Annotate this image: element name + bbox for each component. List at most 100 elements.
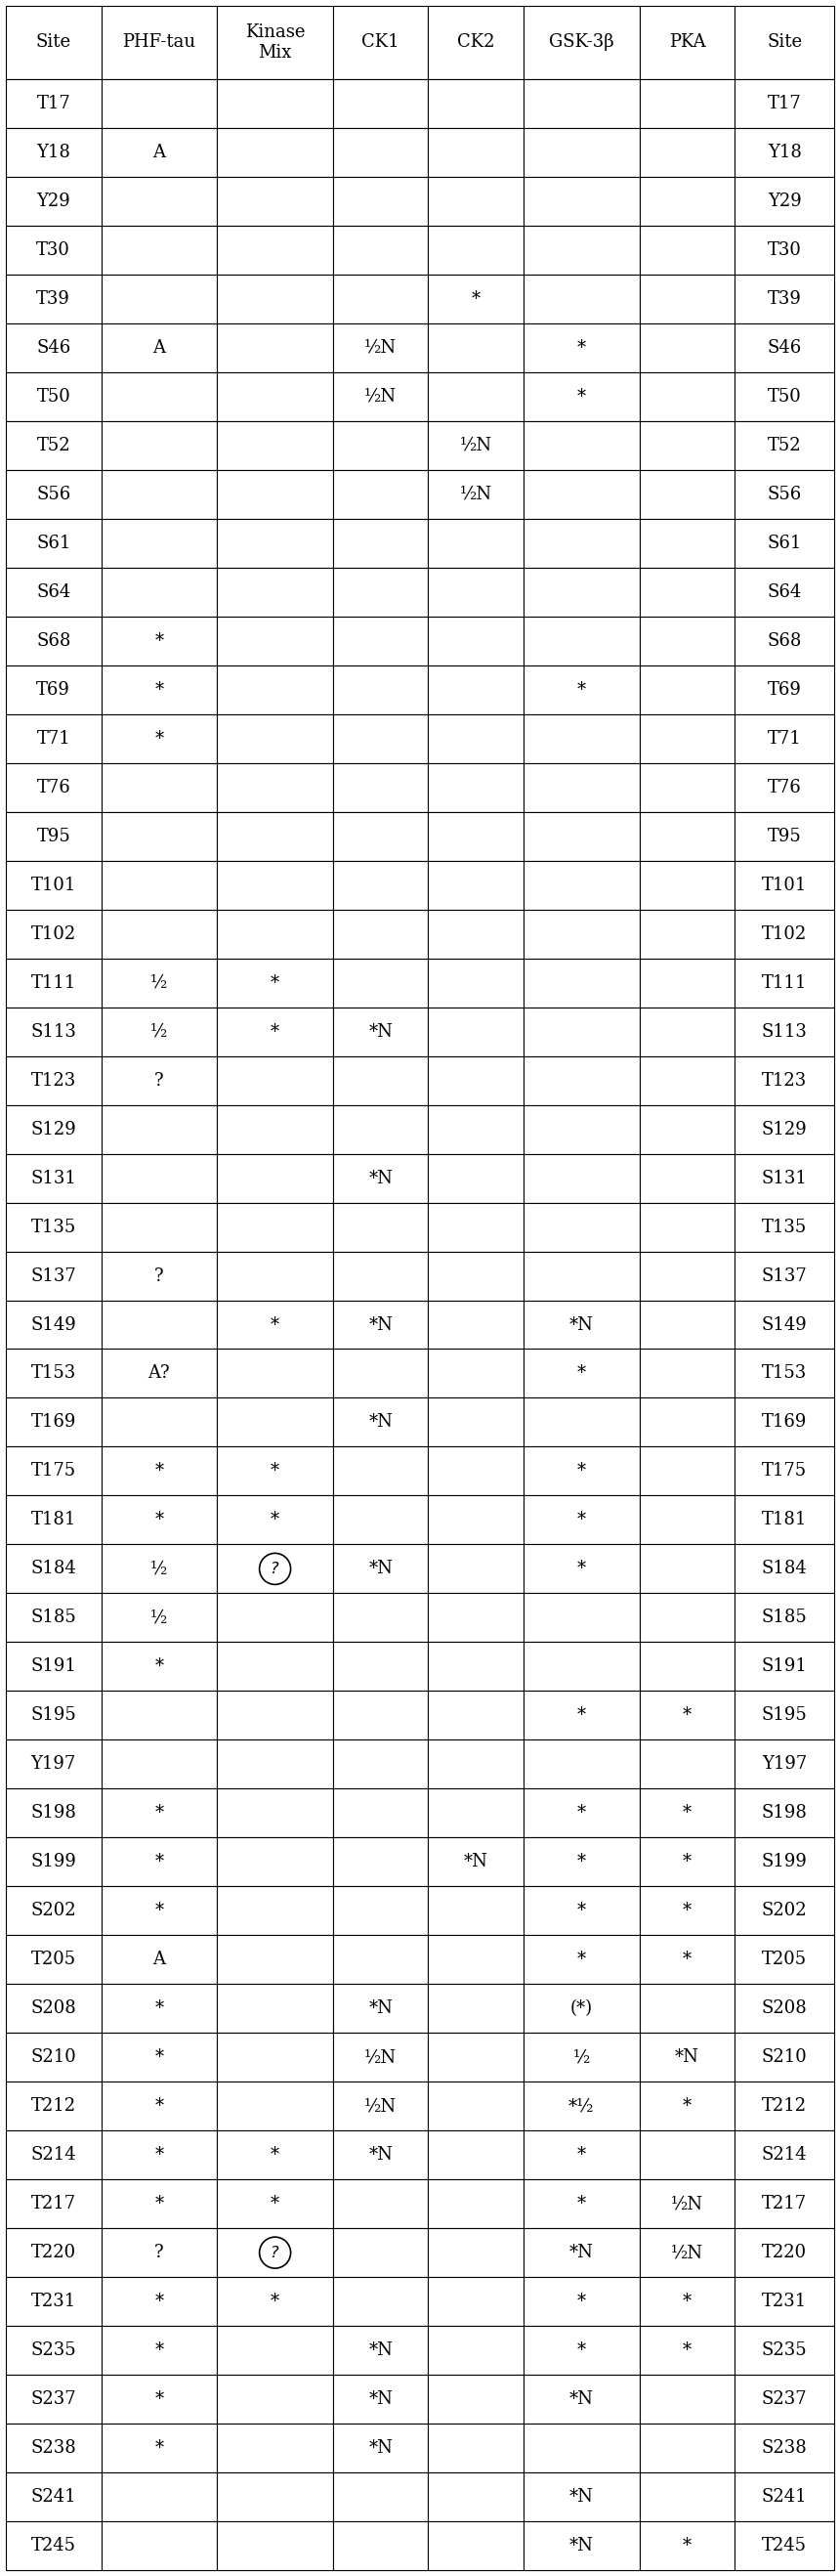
Text: *N: *N xyxy=(570,2391,594,2409)
Text: *: * xyxy=(577,340,586,355)
Text: *: * xyxy=(577,1950,586,1968)
Bar xyxy=(735,1739,834,1788)
Bar xyxy=(523,1984,639,2032)
Text: ½N: ½N xyxy=(365,389,396,404)
Text: *: * xyxy=(270,2195,280,2213)
Bar xyxy=(523,2424,639,2473)
Bar xyxy=(428,1788,523,1837)
Bar xyxy=(217,567,333,616)
Text: *: * xyxy=(155,2048,164,2066)
Bar xyxy=(333,2473,428,2522)
Bar xyxy=(217,325,333,371)
Bar xyxy=(639,325,735,371)
Bar xyxy=(523,325,639,371)
Bar xyxy=(101,129,217,178)
Text: ½N: ½N xyxy=(365,340,396,355)
Bar xyxy=(428,2522,523,2571)
Text: *N: *N xyxy=(570,2488,594,2506)
Text: Site: Site xyxy=(36,33,71,52)
Bar xyxy=(735,1595,834,1641)
Bar xyxy=(735,276,834,325)
Bar xyxy=(333,1154,428,1203)
Text: *: * xyxy=(683,1950,691,1968)
Bar xyxy=(428,1935,523,1984)
Bar xyxy=(735,1105,834,1154)
Text: S131: S131 xyxy=(30,1170,76,1188)
Bar xyxy=(101,1641,217,1690)
Bar xyxy=(217,1739,333,1788)
Bar xyxy=(639,1399,735,1448)
Bar xyxy=(735,2179,834,2228)
Bar xyxy=(523,1105,639,1154)
Text: *: * xyxy=(155,1803,164,1821)
Bar xyxy=(639,1739,735,1788)
Bar xyxy=(523,2326,639,2375)
Text: *: * xyxy=(155,1512,164,1528)
Text: S237: S237 xyxy=(762,2391,807,2409)
Bar xyxy=(735,2277,834,2326)
Text: GSK-3β: GSK-3β xyxy=(549,33,614,52)
Text: *: * xyxy=(270,2293,280,2311)
Bar xyxy=(217,1546,333,1595)
Bar xyxy=(101,762,217,811)
Bar xyxy=(428,178,523,227)
Text: T169: T169 xyxy=(31,1414,76,1432)
Bar xyxy=(217,2522,333,2571)
Text: T30: T30 xyxy=(36,242,71,260)
Bar xyxy=(428,2228,523,2277)
Bar xyxy=(735,1886,834,1935)
Text: ½: ½ xyxy=(573,2048,590,2066)
Bar xyxy=(523,1448,639,1497)
Text: T212: T212 xyxy=(762,2097,807,2115)
Text: *: * xyxy=(683,1852,691,1870)
Bar xyxy=(735,567,834,616)
Text: *: * xyxy=(270,974,280,992)
Bar xyxy=(639,1252,735,1301)
Text: S208: S208 xyxy=(762,1999,807,2017)
Text: S56: S56 xyxy=(767,484,801,502)
Bar xyxy=(217,227,333,276)
Bar xyxy=(101,1448,217,1497)
Bar xyxy=(333,567,428,616)
Bar xyxy=(428,1595,523,1641)
Bar xyxy=(735,762,834,811)
Bar xyxy=(735,371,834,420)
Bar xyxy=(6,1739,101,1788)
Text: *: * xyxy=(270,1023,280,1041)
Text: T52: T52 xyxy=(768,438,801,453)
Text: S129: S129 xyxy=(30,1121,76,1139)
Bar xyxy=(217,2277,333,2326)
Bar xyxy=(101,2130,217,2179)
Text: *: * xyxy=(155,680,164,698)
Bar xyxy=(101,518,217,567)
Text: *: * xyxy=(155,2195,164,2213)
Bar xyxy=(333,2375,428,2424)
Text: T30: T30 xyxy=(768,242,801,260)
Bar xyxy=(333,1448,428,1497)
Bar xyxy=(217,1203,333,1252)
Text: S64: S64 xyxy=(767,582,801,600)
Text: PHF-tau: PHF-tau xyxy=(123,33,196,52)
Bar xyxy=(101,80,217,129)
Bar xyxy=(101,1252,217,1301)
Text: S129: S129 xyxy=(762,1121,807,1139)
Text: *: * xyxy=(270,1512,280,1528)
Bar xyxy=(639,665,735,714)
Bar xyxy=(217,1007,333,1056)
Bar xyxy=(101,2228,217,2277)
Bar xyxy=(333,616,428,665)
Bar xyxy=(639,129,735,178)
Text: *N: *N xyxy=(369,1999,393,2017)
Bar xyxy=(428,420,523,469)
Bar xyxy=(333,1056,428,1105)
Bar xyxy=(6,1252,101,1301)
Bar xyxy=(217,1350,333,1399)
Text: *: * xyxy=(683,1803,691,1821)
Text: (*): (*) xyxy=(570,1999,593,2017)
Text: A: A xyxy=(153,1950,165,1968)
Text: S46: S46 xyxy=(767,340,801,355)
Bar xyxy=(428,1203,523,1252)
Bar xyxy=(735,1935,834,1984)
Bar xyxy=(639,1788,735,1837)
Text: *N: *N xyxy=(675,2048,699,2066)
